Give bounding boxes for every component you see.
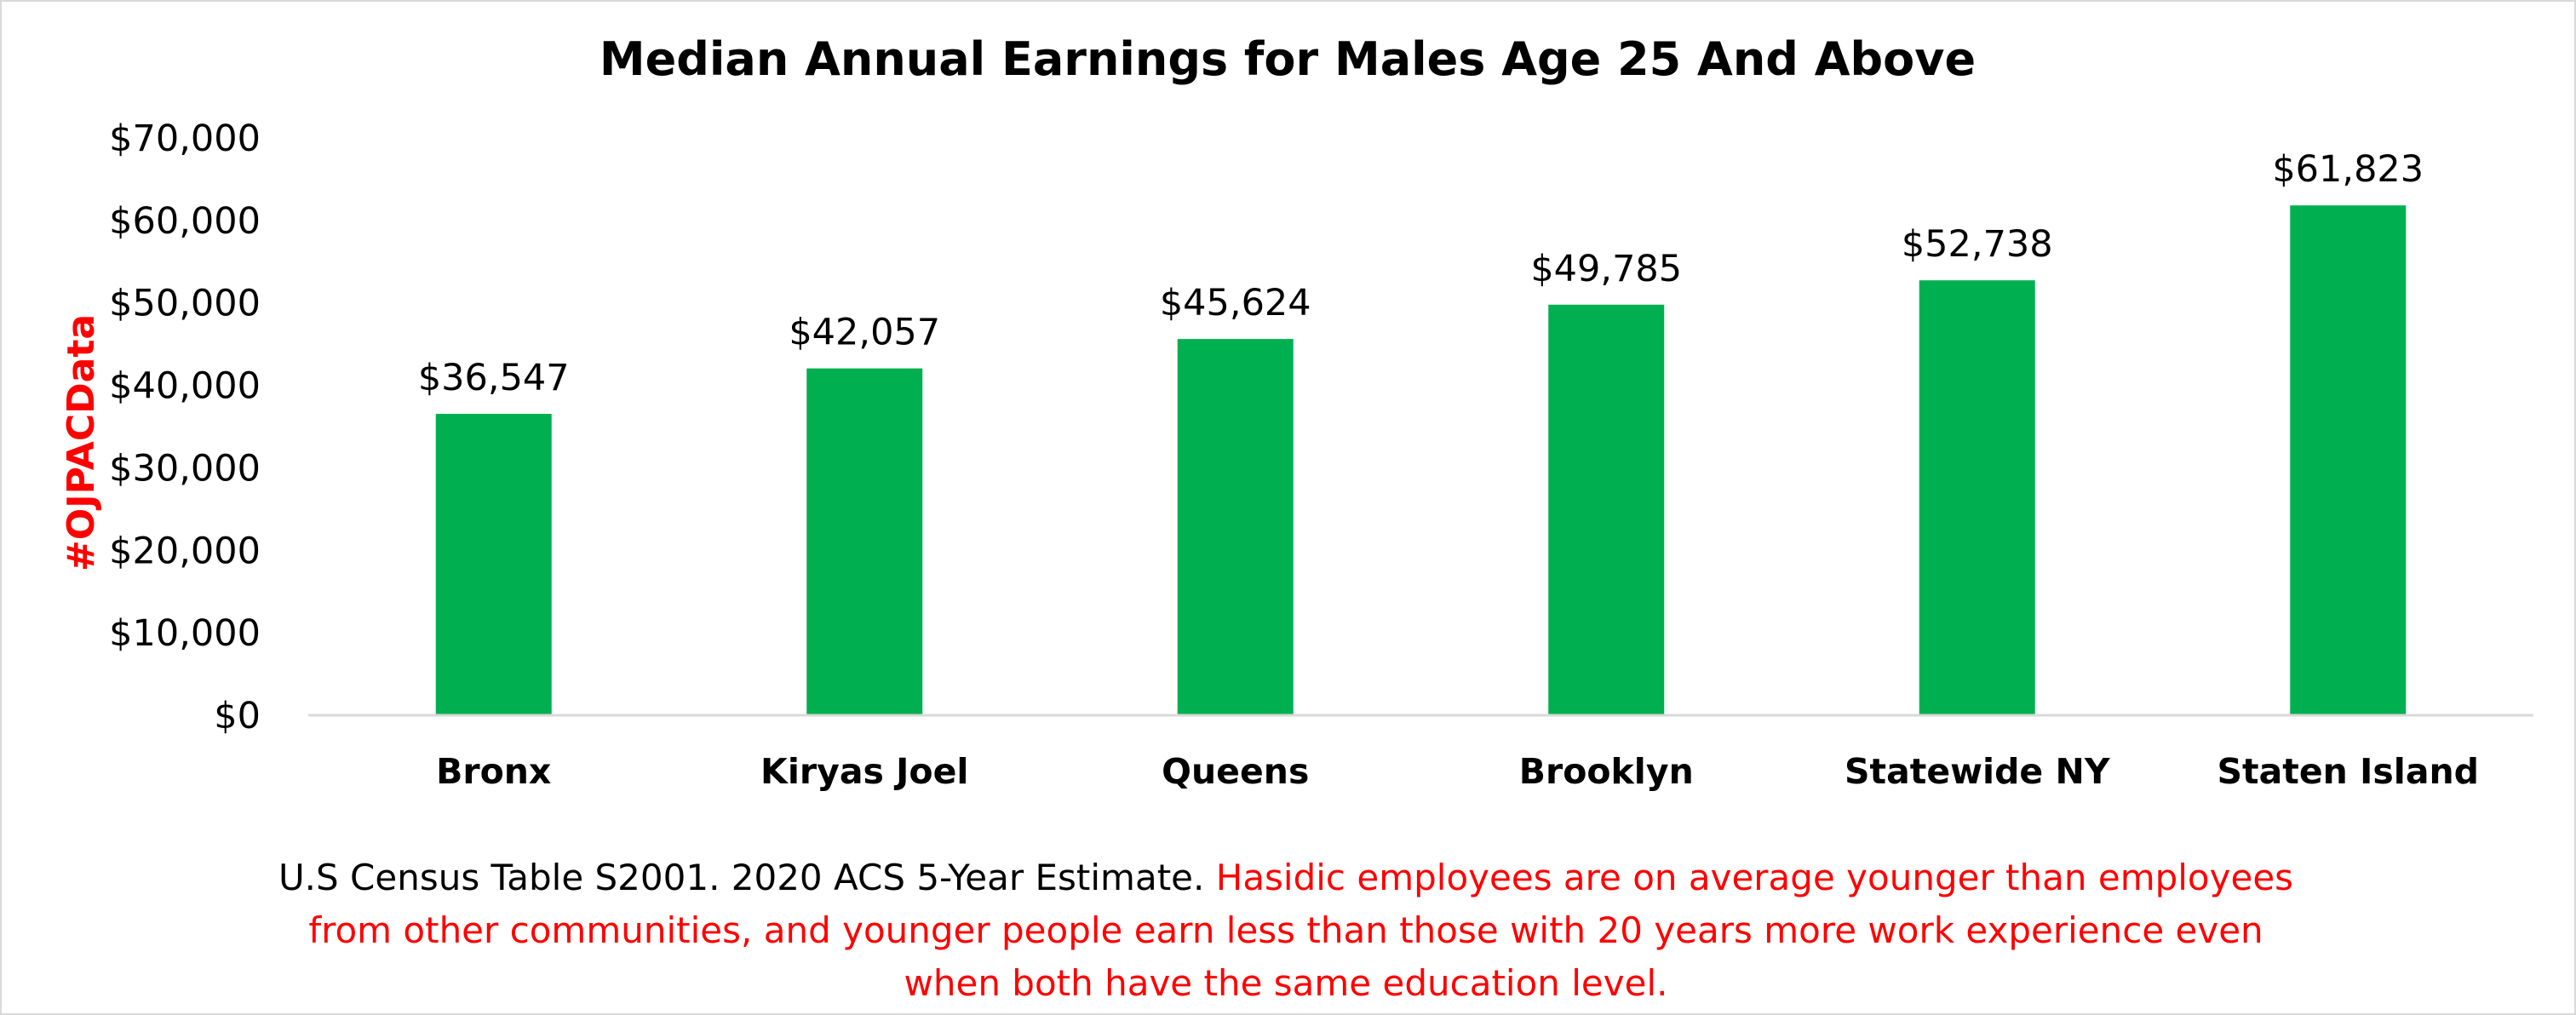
y-tick-label: $50,000 — [109, 283, 261, 325]
footnote-source: U.S Census Table S2001. 2020 ACS 5-Year … — [278, 857, 1205, 898]
bar-brooklyn — [1548, 304, 1665, 715]
bar-staten-island — [2290, 205, 2407, 716]
y-tick-label: $40,000 — [109, 365, 261, 408]
y-tick-label: $70,000 — [109, 118, 261, 160]
x-axis-category-labels: Bronx Kiryas Joel Queens Brooklyn Statewide … — [436, 751, 2479, 792]
y-tick-label: $10,000 — [109, 612, 261, 655]
bar-data-label: $45,624 — [1160, 282, 1311, 324]
x-category-label: Statewide NY — [1845, 751, 2111, 792]
bar-data-label: $42,057 — [789, 312, 940, 354]
footnote-note: Hasidic employees are on average younger… — [308, 857, 2294, 1004]
bar-kiryas-joel — [806, 368, 923, 715]
x-category-label: Kiryas Joel — [760, 751, 968, 792]
bar-queens — [1177, 339, 1294, 715]
bar-data-label: $49,785 — [1530, 248, 1682, 290]
bars — [435, 205, 2407, 716]
y-tick-label: $20,000 — [109, 530, 261, 572]
bar-statewide-ny — [1919, 280, 2035, 715]
ojpac-watermark: #OJPACData — [60, 314, 103, 571]
bar-data-label: $52,738 — [1902, 223, 2053, 266]
y-tick-label: $0 — [214, 695, 261, 737]
x-category-label: Queens — [1162, 751, 1309, 792]
bar-data-label: $36,547 — [418, 357, 570, 399]
y-tick-label: $60,000 — [109, 200, 261, 243]
footnote: U.S Census Table S2001. 2020 ACS 5-Year … — [255, 852, 2316, 1010]
x-category-label: Staten Island — [2217, 751, 2479, 792]
bar-data-label: $61,823 — [2272, 148, 2424, 191]
y-axis-ticks: $0 $10,000 $20,000 $30,000 $40,000 $50,000 $60… — [109, 118, 261, 737]
y-tick-label: $30,000 — [109, 447, 261, 490]
chart-title: Median Annual Earnings for Males Age 25 … — [600, 32, 1976, 86]
x-category-label: Bronx — [436, 751, 551, 792]
bar-chart: Median Annual Earnings for Males Age 25 … — [60, 32, 2533, 792]
bar-data-labels: $36,547 $42,057 $45,624 $49,785 $52,738 $61,8… — [418, 148, 2424, 399]
bar-bronx — [435, 414, 552, 715]
x-category-label: Brooklyn — [1519, 751, 1694, 792]
